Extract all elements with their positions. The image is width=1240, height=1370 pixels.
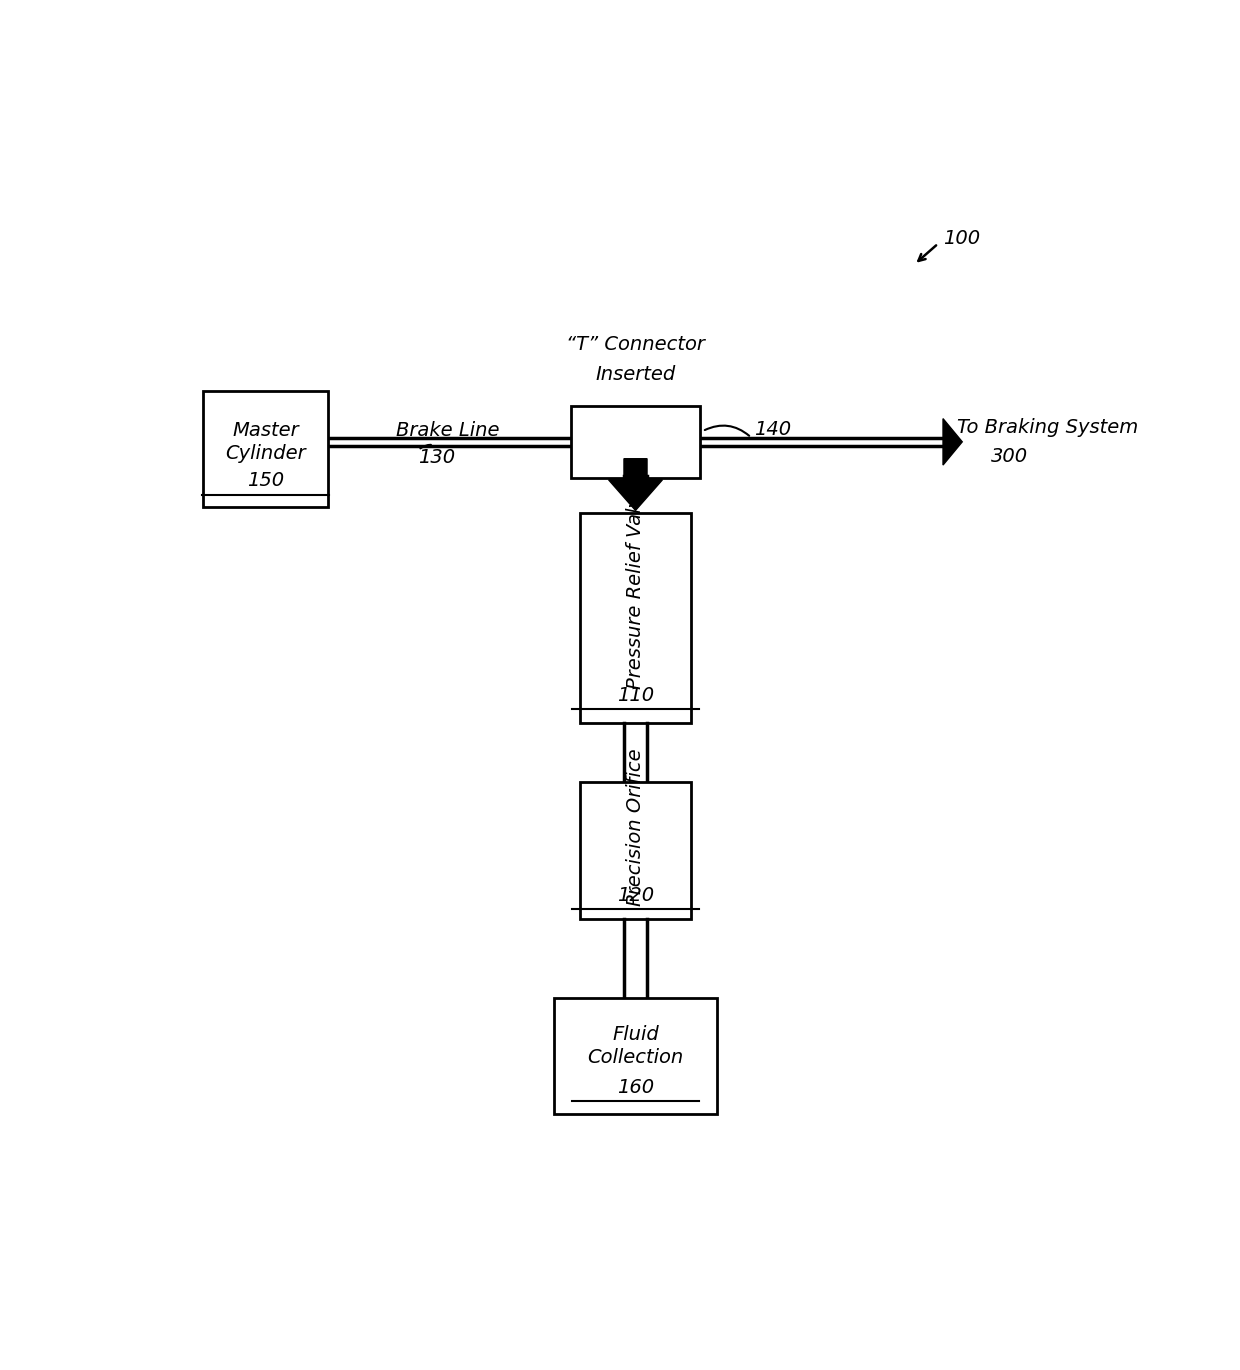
Text: 150: 150 — [247, 471, 284, 490]
Text: To Braking System: To Braking System — [957, 418, 1138, 437]
Bar — [580, 512, 691, 723]
Bar — [203, 392, 327, 507]
Text: 140: 140 — [754, 419, 791, 438]
Text: 110: 110 — [618, 685, 653, 704]
Text: 130: 130 — [418, 448, 455, 467]
Bar — [554, 997, 717, 1114]
Text: 160: 160 — [618, 1078, 653, 1097]
Text: Brake Line: Brake Line — [397, 421, 500, 440]
Polygon shape — [609, 459, 662, 511]
Text: Inserted: Inserted — [595, 364, 676, 384]
Text: Collection: Collection — [588, 1048, 683, 1067]
Text: 100: 100 — [944, 229, 980, 248]
Text: Precision Orifice: Precision Orifice — [626, 748, 645, 906]
Polygon shape — [942, 419, 962, 464]
Text: Master: Master — [232, 421, 299, 440]
Text: Pressure Relief Valve: Pressure Relief Valve — [626, 484, 645, 689]
Text: 120: 120 — [618, 886, 653, 906]
Text: 300: 300 — [991, 447, 1028, 466]
Text: “T” Connector: “T” Connector — [567, 336, 704, 355]
Text: Cylinder: Cylinder — [226, 444, 306, 463]
Bar — [570, 406, 701, 478]
Text: Fluid: Fluid — [613, 1025, 658, 1044]
Bar — [580, 781, 691, 919]
